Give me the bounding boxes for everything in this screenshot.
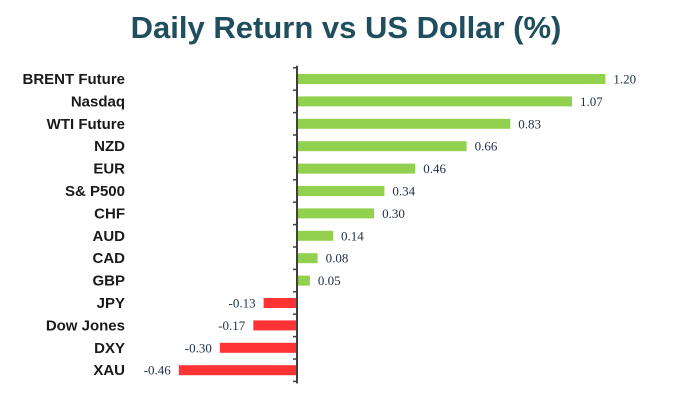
bar-s-p500: [297, 186, 385, 196]
category-label: AUD: [93, 228, 126, 245]
category-label: EUR: [93, 161, 125, 178]
value-label: 0.66: [475, 139, 498, 154]
value-label: 0.34: [392, 184, 415, 199]
category-label: BRENT Future: [23, 71, 126, 88]
category-label: DXY: [94, 340, 125, 357]
value-label: -0.30: [185, 340, 212, 355]
category-label: JPY: [97, 295, 125, 312]
category-label: S& P500: [65, 183, 125, 200]
category-label: WTI Future: [47, 116, 125, 133]
category-label: XAU: [93, 362, 125, 379]
value-label: -0.17: [218, 318, 246, 333]
category-label: Dow Jones: [46, 317, 125, 334]
bar-gbp: [297, 275, 310, 286]
value-label: 1.20: [613, 72, 636, 87]
bar-chf: [297, 208, 375, 219]
bar-nzd: [297, 141, 467, 152]
axis-layer: [293, 65, 298, 384]
value-label: 0.46: [423, 161, 446, 176]
bar-nasdaq: [297, 96, 572, 107]
bar-cad: [297, 253, 318, 264]
bar-dow-jones: [253, 320, 297, 331]
bar-xau: [178, 365, 297, 376]
chart-title: Daily Return vs US Dollar (%): [130, 10, 562, 45]
bar-eur: [297, 163, 416, 174]
bar-brent-future: [297, 74, 606, 84]
bar-jpy: [263, 298, 297, 308]
bar-wti-future: [297, 118, 511, 129]
bar-dxy: [219, 342, 297, 353]
value-label: -0.46: [144, 363, 172, 378]
value-label: 0.08: [326, 251, 349, 266]
bars-layer: [178, 74, 606, 376]
value-label: 0.05: [318, 273, 341, 288]
category-label: CAD: [93, 250, 126, 267]
value-label: 0.30: [382, 206, 405, 221]
category-label: Nasdaq: [71, 93, 125, 110]
category-label: NZD: [94, 138, 125, 155]
value-label: 1.07: [580, 94, 603, 109]
category-label: GBP: [92, 273, 125, 290]
value-label: 0.83: [518, 116, 541, 131]
bar-aud: [297, 230, 333, 241]
value-label: -0.13: [229, 296, 256, 311]
labels-layer: BRENT Future 1.20 Nasdaq 1.07 WTI Future 0.83…: [23, 71, 637, 379]
category-label: CHF: [94, 205, 125, 222]
value-label: 0.14: [341, 228, 364, 243]
